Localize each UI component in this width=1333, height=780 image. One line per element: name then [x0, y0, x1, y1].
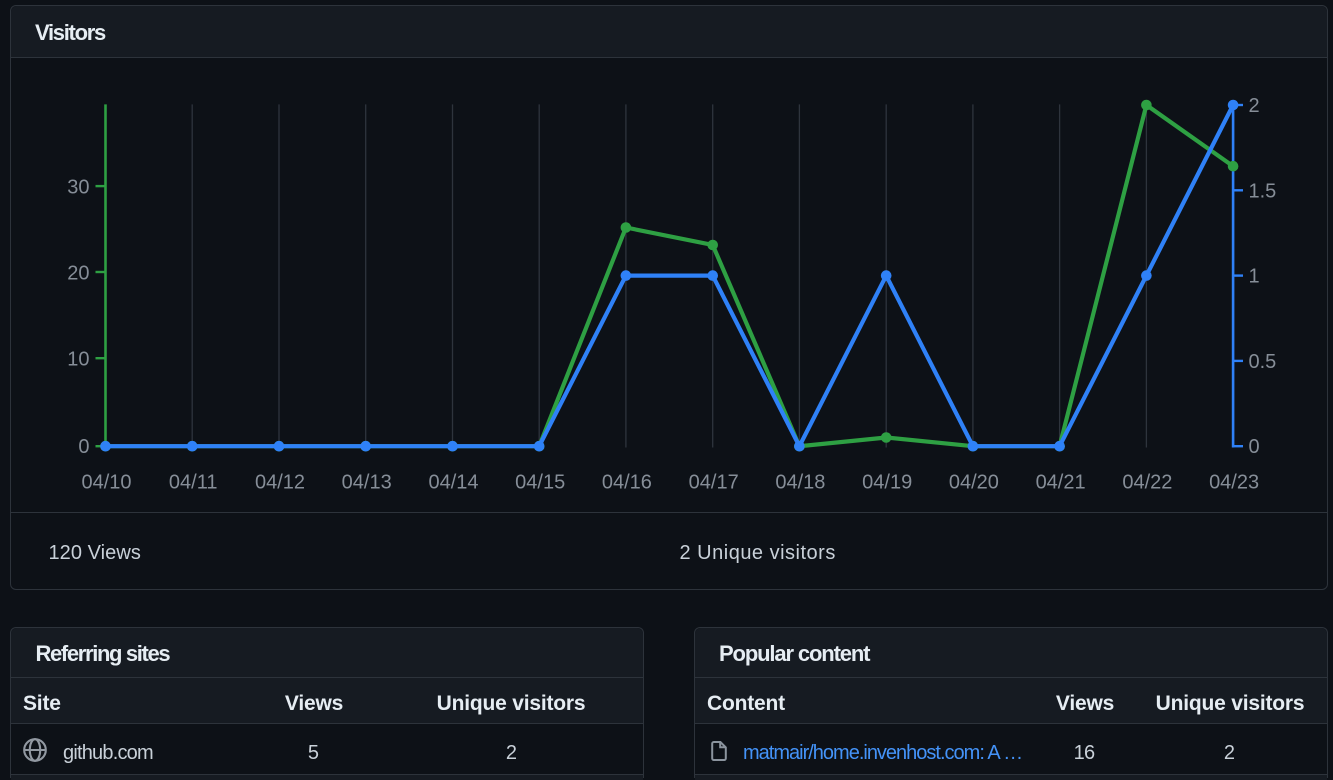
svg-text:04/17: 04/17 [689, 472, 739, 494]
svg-text:1.5: 1.5 [1249, 180, 1277, 202]
svg-text:04/23: 04/23 [1209, 472, 1259, 494]
svg-text:04/15: 04/15 [515, 472, 565, 494]
svg-text:04/10: 04/10 [81, 472, 131, 494]
svg-text:04/12: 04/12 [255, 472, 305, 494]
svg-text:20: 20 [67, 262, 89, 284]
svg-text:30: 30 [67, 176, 89, 198]
svg-text:1: 1 [1249, 266, 1260, 288]
svg-text:04/19: 04/19 [862, 472, 912, 494]
svg-text:0.5: 0.5 [1249, 351, 1277, 373]
svg-text:04/16: 04/16 [602, 472, 652, 494]
svg-text:10: 10 [67, 349, 89, 371]
svg-text:04/11: 04/11 [169, 472, 218, 494]
svg-text:04/22: 04/22 [1122, 472, 1172, 494]
svg-text:04/21: 04/21 [1036, 472, 1086, 494]
svg-text:04/20: 04/20 [949, 472, 999, 494]
svg-text:04/14: 04/14 [428, 472, 478, 494]
svg-text:0: 0 [1249, 436, 1260, 458]
svg-text:04/13: 04/13 [342, 472, 392, 494]
svg-text:04/18: 04/18 [775, 472, 825, 494]
svg-text:2: 2 [1249, 95, 1260, 117]
svg-text:0: 0 [78, 436, 89, 458]
